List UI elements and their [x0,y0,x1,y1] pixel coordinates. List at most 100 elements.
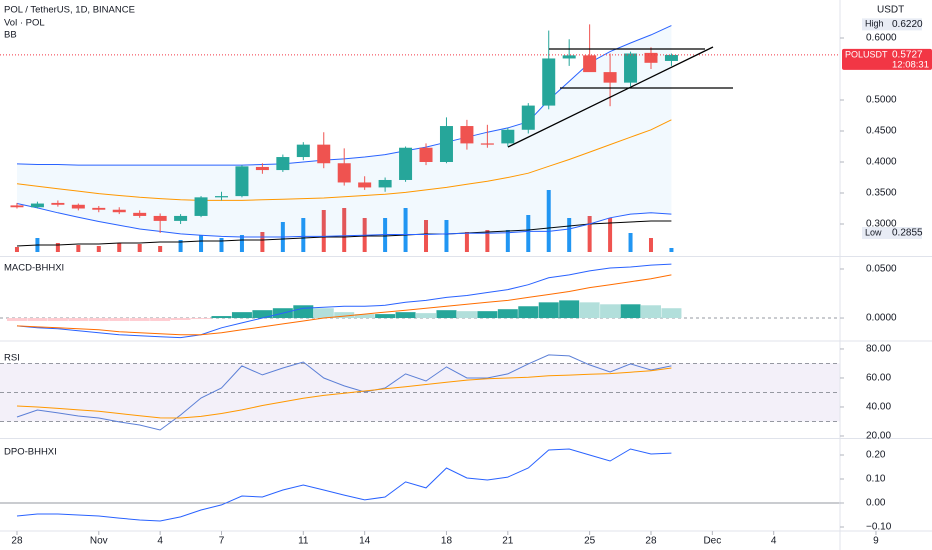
macd-histogram-bar [497,309,518,319]
candle-body [603,72,617,83]
volume-bar [342,208,347,252]
x-tick-label: 9 [873,536,879,547]
macd-histogram-bar [538,302,559,319]
countdown-label: 12:08:31 [892,59,929,70]
candle-body [501,129,515,144]
volume-bar [14,247,19,252]
volume-bar [96,246,101,252]
x-tick-label: 25 [584,536,596,547]
x-tick-label: 7 [219,536,225,547]
volume-bar [117,243,122,252]
high-box [862,18,922,31]
volume-bar [587,216,592,252]
x-tick-label: Nov [90,536,108,547]
plot-layer [0,24,840,522]
y-tick-label: 0.3500 [866,188,897,199]
x-tick-label: 4 [771,536,777,547]
candle-body [133,212,147,216]
volume-bar [567,218,572,252]
candle-body [480,143,494,145]
candle-body [399,147,413,180]
macd-histogram-bar [559,300,580,319]
x-tick-label: 28 [11,536,23,547]
high-label: 0.6220 [892,19,923,30]
candle-body [624,53,638,83]
indicator-label: MACD-BHHXI [4,263,64,274]
macd-histogram-bar [129,318,150,321]
x-tick-label: 28 [645,536,657,547]
x-tick-label: 4 [157,536,163,547]
macd-histogram-bar [27,318,48,321]
macd-histogram-bar [579,302,600,319]
volume-bar [444,220,449,252]
y-tick-label: 0.00 [866,498,886,509]
x-tick-label: 14 [359,536,371,547]
volume-bar [158,246,163,252]
symbol-label: POLUSDT [845,49,888,59]
y-tick-label: 80.00 [866,344,891,355]
candle-body [214,196,228,198]
candle-body [378,179,392,188]
macd-histogram-bar [354,314,375,319]
low-label: 0.2855 [892,228,923,239]
candle-body [583,55,597,73]
last-price-label: 0.5727 [892,50,923,61]
macd-histogram-bar [231,312,252,319]
rsi-ma [16,367,672,419]
volume-bar [403,208,408,252]
drawings [507,46,733,148]
macd-histogram-bar [416,313,437,319]
x-tick-label: 21 [502,536,514,547]
macd-histogram-bar [109,318,130,321]
volume-bar [526,215,531,252]
y-tick-label: −0.10 [866,522,892,533]
y-tick-label: 0.20 [866,450,886,461]
volume-bar [424,220,429,252]
indicator-label: BB [4,30,17,41]
candle-body [112,209,126,213]
candle-body [542,58,556,106]
volume-bar [464,232,469,252]
volume-bar [648,238,653,252]
low-name: Low [865,227,882,237]
signal-line [16,274,672,336]
y-tick-label: 0.6000 [866,33,897,44]
currency-label: USDT [877,5,904,16]
candle-body [276,157,290,171]
candle-body [562,55,576,59]
high-name: High [865,19,884,29]
y-tick-label: 60.00 [866,373,891,384]
macd-histogram-bar [170,318,191,320]
macd-histogram-bar [293,305,314,319]
candle-body [644,52,658,63]
macd-histogram-bar [477,311,498,319]
volume-bar [628,233,633,252]
volume-bar [137,244,142,252]
volume-ma [16,220,672,247]
candle-body [317,144,331,164]
candle-body [235,166,249,197]
macd-histogram-bar [47,318,68,321]
volume-bar [239,235,244,252]
rsi-line [16,354,672,431]
dpo-line [16,448,672,522]
macd-histogram-bar [600,304,621,319]
x-tick-label: 11 [298,536,309,547]
bb-basis [16,119,672,201]
y-tick-label: 0.5000 [866,95,897,106]
y-tick-label: 0.0500 [866,264,897,275]
volume-bar [546,190,551,252]
last-price-box [842,48,932,70]
volume-bar [178,240,183,252]
macd-histogram-bar [640,305,661,319]
low-box [862,226,922,239]
volume-bar [55,243,60,252]
volume-bar [321,210,326,252]
volume-bar [608,218,613,252]
macd-histogram-bar [88,318,109,321]
candle-body [664,54,678,61]
macd-histogram-bar [6,318,27,321]
macd-histogram-bar [375,314,396,319]
candle-body [71,204,85,209]
